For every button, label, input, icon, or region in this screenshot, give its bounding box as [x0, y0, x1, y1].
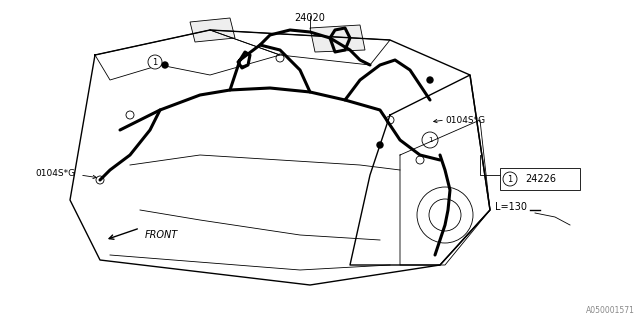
Text: 1: 1: [152, 58, 157, 67]
Circle shape: [427, 77, 433, 83]
Text: FRONT: FRONT: [145, 230, 179, 240]
Text: 1: 1: [508, 174, 513, 183]
Circle shape: [422, 132, 438, 148]
Text: A050001571: A050001571: [586, 306, 635, 315]
Text: 0104S*G: 0104S*G: [35, 169, 75, 178]
Circle shape: [148, 55, 162, 69]
Text: L=130: L=130: [495, 202, 527, 212]
Circle shape: [503, 172, 517, 186]
Text: 0104S*G: 0104S*G: [445, 116, 485, 124]
Circle shape: [377, 142, 383, 148]
Text: 1: 1: [428, 137, 432, 143]
Circle shape: [417, 187, 473, 243]
Circle shape: [429, 199, 461, 231]
Polygon shape: [310, 25, 365, 52]
Polygon shape: [190, 18, 235, 42]
Text: 24020: 24020: [294, 13, 325, 23]
Text: 24226: 24226: [525, 174, 556, 184]
Circle shape: [162, 62, 168, 68]
Bar: [500, 168, 580, 190]
